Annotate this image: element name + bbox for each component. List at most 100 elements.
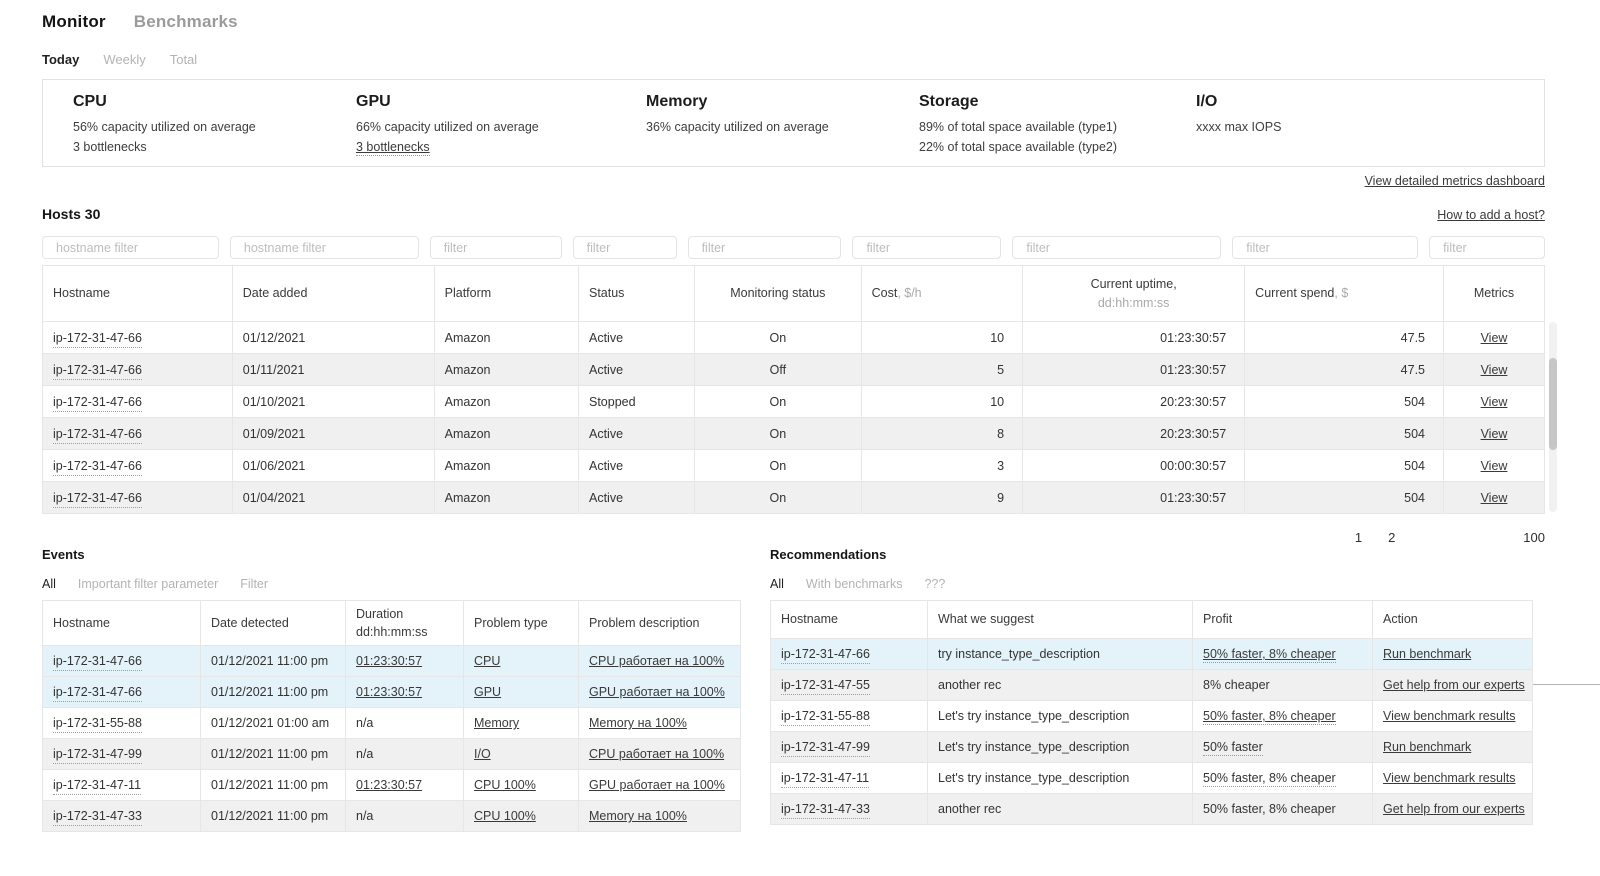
- rec-profit-link[interactable]: 50% faster, 8% cheaper: [1203, 709, 1336, 725]
- rec-action-link[interactable]: View benchmark results: [1383, 709, 1516, 723]
- detailed-metrics-dashboard-link[interactable]: View detailed metrics dashboard: [1364, 174, 1545, 188]
- host-link[interactable]: ip-172-31-47-66: [53, 330, 142, 348]
- rec-action-link[interactable]: View benchmark results: [1383, 771, 1516, 785]
- rec-host-link[interactable]: ip-172-31-47-11: [781, 771, 870, 788]
- event-description-link[interactable]: GPU работает на 100%: [589, 778, 725, 793]
- rec-profit[interactable]: 50% faster: [1203, 740, 1263, 756]
- host-link[interactable]: ip-172-31-47-66: [53, 490, 142, 508]
- event-type-link[interactable]: CPU 100%: [474, 809, 536, 824]
- filter-date-input[interactable]: [229, 236, 419, 259]
- event-description-link[interactable]: CPU работает на 100%: [589, 747, 725, 762]
- events-tab-important-filter[interactable]: Important filter parameter: [77, 577, 219, 591]
- view-metrics-link[interactable]: View: [1480, 458, 1508, 473]
- recs-tab-with-benchmarks[interactable]: With benchmarks: [805, 577, 903, 591]
- filter-status-input[interactable]: [572, 236, 677, 259]
- scrollbar-thumb[interactable]: [1549, 358, 1557, 450]
- tab-benchmarks[interactable]: Benchmarks: [133, 12, 238, 31]
- event-description-link[interactable]: Memory на 100%: [589, 716, 687, 731]
- rec-profit: 50% faster, 8% cheaper: [1192, 793, 1373, 825]
- rec-action-link[interactable]: Get help from our experts: [1383, 678, 1525, 692]
- host-uptime: 20:23:30:57: [1022, 417, 1246, 450]
- rec-profit[interactable]: 50% faster, 8% cheaper: [1203, 771, 1336, 787]
- host-link[interactable]: ip-172-31-47-66: [53, 458, 142, 476]
- view-metrics-link[interactable]: View: [1480, 490, 1508, 505]
- event-type-link[interactable]: I/O: [474, 747, 491, 762]
- event-type-link[interactable]: Memory: [474, 716, 520, 731]
- view-metrics-link[interactable]: View: [1480, 330, 1508, 345]
- rec-action-link[interactable]: Run benchmark: [1383, 740, 1472, 754]
- event-description-link[interactable]: Memory на 100%: [589, 809, 687, 824]
- filter-spend-input[interactable]: [1232, 236, 1419, 259]
- rec-host-link[interactable]: ip-172-31-47-99: [781, 740, 870, 757]
- filter-metrics-input[interactable]: [1429, 236, 1545, 259]
- event-host-link[interactable]: ip-172-31-47-66: [53, 685, 142, 703]
- events-tab-all[interactable]: All: [42, 577, 56, 591]
- filter-hostname-input[interactable]: [42, 236, 219, 259]
- host-link[interactable]: ip-172-31-47-66: [53, 426, 142, 444]
- filter-uptime-input[interactable]: [1012, 236, 1222, 259]
- host-cost: 3: [860, 449, 1024, 482]
- event-host-link[interactable]: ip-172-31-47-33: [53, 809, 142, 827]
- event-date: 01/12/2021 01:00 am: [200, 707, 346, 740]
- view-metrics-link[interactable]: View: [1480, 394, 1508, 409]
- event-host-link[interactable]: ip-172-31-47-99: [53, 747, 142, 765]
- host-monitoring: On: [694, 481, 862, 514]
- filter-monitoring-input[interactable]: [687, 236, 842, 259]
- host-status: Active: [577, 449, 696, 482]
- event-row: ip-172-31-47-99 01/12/2021 11:00 pm n/a …: [42, 738, 741, 771]
- events-tab-filter[interactable]: Filter: [240, 577, 269, 591]
- page-last[interactable]: 100: [1523, 530, 1545, 545]
- page-1[interactable]: 1: [1354, 530, 1363, 545]
- rec-action-link[interactable]: Get help from our experts: [1383, 802, 1525, 816]
- host-link[interactable]: ip-172-31-47-66: [53, 362, 142, 380]
- rec-host-link[interactable]: ip-172-31-47-66: [781, 647, 870, 664]
- recs-tab-all[interactable]: All: [770, 577, 784, 591]
- rec-host-link[interactable]: ip-172-31-47-55: [781, 678, 870, 695]
- recs-tab-unknown[interactable]: ???: [924, 577, 946, 591]
- metric-title: Memory: [646, 93, 708, 110]
- event-description-link[interactable]: CPU работает на 100%: [589, 654, 725, 669]
- how-to-add-host-link[interactable]: How to add a host?: [1437, 208, 1545, 222]
- host-spend: 504: [1244, 417, 1445, 450]
- host-cost: 5: [860, 353, 1024, 386]
- rec-host-link[interactable]: ip-172-31-47-33: [781, 802, 870, 819]
- gpu-bottlenecks-link[interactable]: 3 bottlenecks: [356, 140, 430, 156]
- event-date: 01/12/2021 11:00 pm: [200, 645, 346, 678]
- col-action: Action: [1372, 600, 1533, 639]
- event-host-link[interactable]: ip-172-31-55-88: [53, 716, 142, 734]
- host-spend: 504: [1244, 385, 1445, 418]
- rec-suggestion: try instance_type_description: [927, 638, 1193, 670]
- host-row: ip-172-31-47-66 01/10/2021 Amazon Stoppe…: [42, 385, 1545, 418]
- rec-action-link[interactable]: Run benchmark: [1383, 647, 1472, 661]
- event-type-link[interactable]: CPU 100%: [474, 778, 536, 793]
- view-metrics-link[interactable]: View: [1480, 362, 1508, 377]
- events-title: Events: [42, 547, 85, 562]
- host-platform: Amazon: [433, 353, 579, 386]
- page-2[interactable]: 2: [1388, 530, 1396, 545]
- recs-header-row: Hostname What we suggest Profit Action: [770, 600, 1533, 639]
- host-link[interactable]: ip-172-31-47-66: [53, 394, 142, 412]
- event-duration-link[interactable]: 01:23:30:57: [356, 654, 423, 669]
- host-cost: 10: [860, 321, 1024, 354]
- event-host-link[interactable]: ip-172-31-47-66: [53, 654, 142, 672]
- event-type-link[interactable]: GPU: [474, 685, 502, 700]
- filter-cost-input[interactable]: [852, 236, 1002, 259]
- rec-host-link[interactable]: ip-172-31-55-88: [781, 709, 870, 726]
- view-metrics-link[interactable]: View: [1480, 426, 1508, 441]
- period-tab-today[interactable]: Today: [42, 52, 80, 67]
- event-host-link[interactable]: ip-172-31-47-11: [53, 778, 142, 796]
- hosts-pagination: 1 2 100: [42, 530, 1545, 545]
- period-tab-total[interactable]: Total: [169, 52, 198, 67]
- event-duration-link[interactable]: 01:23:30:57: [356, 685, 423, 700]
- event-duration-link[interactable]: 01:23:30:57: [356, 778, 423, 793]
- callout-line: [1533, 684, 1600, 685]
- tab-monitor[interactable]: Monitor: [42, 12, 106, 31]
- event-row: ip-172-31-47-33 01/12/2021 11:00 pm n/a …: [42, 800, 741, 833]
- event-type-link[interactable]: CPU: [474, 654, 501, 669]
- metric-card-memory: Memory 36% capacity utilized on average: [646, 93, 829, 137]
- filter-platform-input[interactable]: [429, 236, 562, 259]
- period-tab-weekly[interactable]: Weekly: [103, 52, 146, 67]
- event-description-link[interactable]: GPU работает на 100%: [589, 685, 725, 700]
- rec-profit-link[interactable]: 50% faster, 8% cheaper: [1203, 647, 1336, 663]
